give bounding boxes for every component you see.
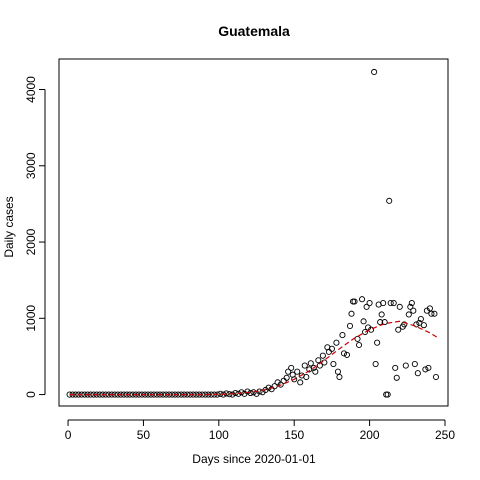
y-tick-label: 0 bbox=[24, 391, 38, 398]
data-point bbox=[374, 339, 381, 346]
data-point bbox=[238, 389, 245, 396]
data-point bbox=[387, 299, 394, 307]
data-point bbox=[431, 310, 438, 317]
data-point bbox=[378, 311, 385, 318]
x-tick-label: 150 bbox=[284, 428, 304, 442]
data-point bbox=[410, 307, 417, 314]
data-point bbox=[417, 316, 424, 323]
data-point bbox=[348, 310, 355, 317]
data-point bbox=[294, 368, 301, 375]
data-point bbox=[283, 374, 290, 381]
data-point bbox=[288, 364, 295, 371]
data-point bbox=[393, 374, 400, 381]
data-point bbox=[285, 368, 292, 375]
data-point bbox=[351, 298, 358, 305]
data-point bbox=[336, 373, 343, 381]
data-point bbox=[414, 370, 421, 377]
x-tick-label: 200 bbox=[360, 428, 380, 442]
y-tick-label: 2000 bbox=[24, 228, 38, 255]
data-point bbox=[408, 299, 415, 307]
data-point bbox=[402, 362, 409, 369]
plot-area: 0 50 100 150 200 250 0 1000 2000 3000 4000 bbox=[24, 58, 455, 442]
data-point bbox=[330, 361, 337, 368]
data-point bbox=[334, 368, 341, 375]
data-point bbox=[362, 328, 369, 336]
x-axis-label: Days since 2020-01-01 bbox=[192, 452, 316, 466]
data-point bbox=[312, 368, 319, 375]
data-point bbox=[381, 319, 388, 326]
data-point bbox=[377, 319, 384, 326]
data-point bbox=[328, 345, 335, 352]
data-point bbox=[340, 350, 348, 357]
data-point bbox=[181, 391, 188, 398]
data-point bbox=[307, 360, 314, 367]
data-point bbox=[428, 310, 435, 317]
data-point bbox=[223, 390, 230, 397]
data-point bbox=[425, 364, 432, 371]
plot-frame bbox=[58, 58, 449, 407]
data-point bbox=[371, 68, 378, 76]
data-point bbox=[244, 388, 251, 395]
data-point bbox=[405, 311, 412, 318]
data-point bbox=[355, 341, 363, 349]
data-point bbox=[396, 303, 403, 310]
data-point bbox=[386, 197, 393, 204]
data-point bbox=[354, 335, 361, 342]
data-point bbox=[343, 351, 351, 358]
data-point bbox=[422, 366, 429, 373]
data-point bbox=[319, 352, 326, 359]
data-point bbox=[301, 362, 308, 369]
data-point bbox=[392, 364, 399, 371]
data-point bbox=[297, 379, 304, 386]
data-point bbox=[380, 299, 387, 307]
data-point bbox=[420, 322, 427, 329]
data-point bbox=[235, 390, 242, 397]
data-point bbox=[432, 373, 439, 381]
y-axis-label: Daily cases bbox=[2, 196, 16, 257]
data-point bbox=[333, 339, 340, 346]
data-point bbox=[310, 364, 317, 371]
y-tick-label: 3000 bbox=[24, 152, 38, 179]
data-point bbox=[372, 361, 379, 368]
data-point bbox=[363, 303, 370, 310]
data-point bbox=[411, 361, 418, 368]
y-tick-label: 4000 bbox=[24, 76, 38, 103]
trend-line bbox=[69, 320, 438, 396]
data-point bbox=[250, 389, 257, 396]
x-tick-label: 50 bbox=[137, 428, 151, 442]
data-point bbox=[359, 296, 366, 303]
data-point bbox=[303, 373, 310, 381]
data-point bbox=[156, 391, 164, 398]
data-point bbox=[407, 303, 414, 310]
data-point bbox=[277, 381, 284, 388]
data-point bbox=[395, 326, 402, 333]
data-point bbox=[366, 299, 373, 307]
chart-title: Guatemala bbox=[218, 23, 290, 39]
data-point bbox=[390, 299, 397, 307]
data-point bbox=[339, 332, 346, 339]
data-point bbox=[346, 322, 354, 329]
x-tick-label: 250 bbox=[435, 428, 455, 442]
data-point bbox=[413, 321, 420, 328]
x-tick-label: 0 bbox=[65, 428, 72, 442]
y-tick-label: 1000 bbox=[24, 305, 38, 332]
data-point bbox=[291, 376, 298, 383]
data-point bbox=[401, 321, 408, 328]
x-tick-label: 100 bbox=[209, 428, 229, 442]
data-point bbox=[426, 305, 433, 312]
data-point bbox=[315, 357, 322, 364]
data-point bbox=[229, 391, 236, 398]
data-point bbox=[384, 391, 391, 398]
data-point bbox=[360, 318, 367, 325]
